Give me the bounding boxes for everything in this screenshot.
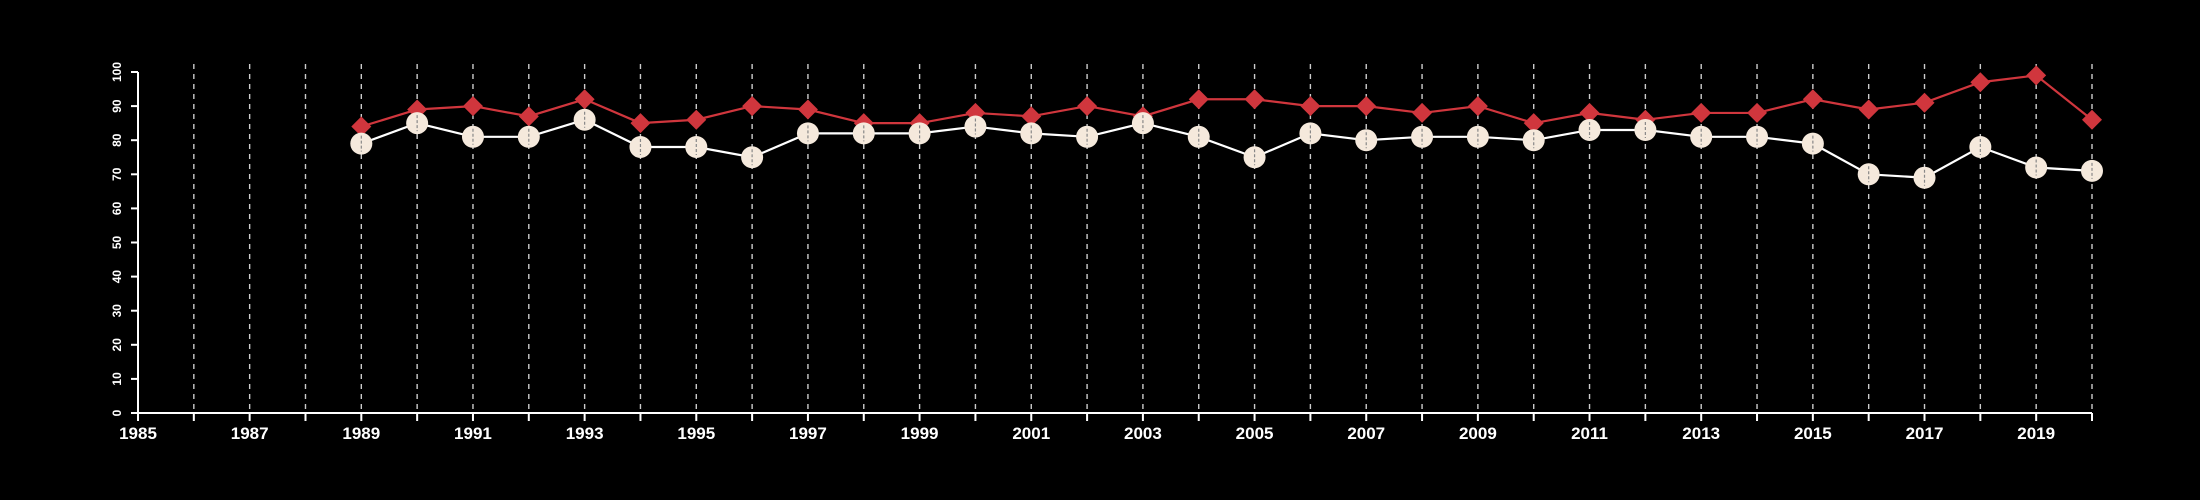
x-tick-label: 1991	[454, 424, 492, 443]
x-tick-label: 1995	[677, 424, 715, 443]
data-point-diamond	[1858, 99, 1879, 120]
x-tick-label: 2019	[2017, 424, 2055, 443]
data-point-diamond	[1970, 72, 1991, 93]
x-tick-label: 2003	[1124, 424, 1162, 443]
data-point-diamond	[1523, 113, 1544, 134]
x-tick-label: 2013	[1682, 424, 1720, 443]
data-point-diamond	[351, 116, 372, 137]
data-point-diamond	[574, 89, 595, 110]
data-point-diamond	[462, 96, 483, 117]
data-point-diamond	[1914, 92, 1935, 113]
data-point-diamond	[630, 113, 651, 134]
data-point-diamond	[1356, 96, 1377, 117]
x-tick-label: 1999	[901, 424, 939, 443]
x-tick-label: 2015	[1794, 424, 1832, 443]
data-point-diamond	[518, 106, 539, 127]
x-tick-label: 1997	[789, 424, 827, 443]
series-line	[360, 118, 2093, 179]
data-point-diamond	[1802, 89, 1823, 110]
gridlines	[193, 64, 2093, 413]
data-point-diamond	[1300, 96, 1321, 117]
series	[350, 65, 2103, 189]
series-line	[360, 74, 2093, 128]
y-tick-label: 70	[110, 167, 124, 181]
x-tick-label: 2007	[1347, 424, 1385, 443]
x-tick-label: 2011	[1571, 424, 1608, 443]
series-circle	[350, 108, 2103, 189]
axes: 0 10 20 30 40 50 60 70 80 90 100 1985 1987 1989 1991 19…	[110, 62, 2093, 443]
y-tick-label: 90	[110, 99, 124, 113]
data-point-diamond	[686, 109, 707, 130]
x-tick-label: 1987	[231, 424, 269, 443]
data-point-diamond	[2082, 109, 2102, 130]
data-point-diamond	[742, 96, 763, 117]
data-point-diamond	[1691, 102, 1712, 123]
y-tick-label: 20	[110, 338, 124, 352]
data-point-diamond	[1412, 102, 1433, 123]
y-tick-label: 10	[110, 372, 124, 386]
y-tick-label: 0	[110, 409, 124, 416]
y-tick-label: 80	[110, 133, 124, 147]
y-tick-label: 50	[110, 236, 124, 250]
data-point-diamond	[1747, 102, 1768, 123]
y-tick-label: 100	[110, 62, 124, 82]
data-point-diamond	[2026, 65, 2047, 86]
data-point-diamond	[1021, 106, 1042, 127]
y-tick-label: 40	[110, 270, 124, 284]
x-tick-label: 1985	[119, 424, 157, 443]
x-tick-label: 1989	[342, 424, 380, 443]
data-point-diamond	[1467, 96, 1488, 117]
x-tick-label: 2017	[1906, 424, 1944, 443]
x-tick-label: 2005	[1236, 424, 1274, 443]
series-diamond	[351, 65, 2102, 137]
x-tick-label: 2009	[1459, 424, 1497, 443]
data-point-diamond	[1579, 102, 1600, 123]
data-point-diamond	[797, 99, 818, 120]
y-tick-label: 60	[110, 201, 124, 215]
y-tick-label: 30	[110, 304, 124, 318]
x-tick-label: 2001	[1012, 424, 1050, 443]
data-point-diamond	[1244, 89, 1265, 110]
x-tick-label: 1993	[566, 424, 604, 443]
data-point-diamond	[1188, 89, 1209, 110]
data-point-diamond	[1077, 96, 1098, 117]
